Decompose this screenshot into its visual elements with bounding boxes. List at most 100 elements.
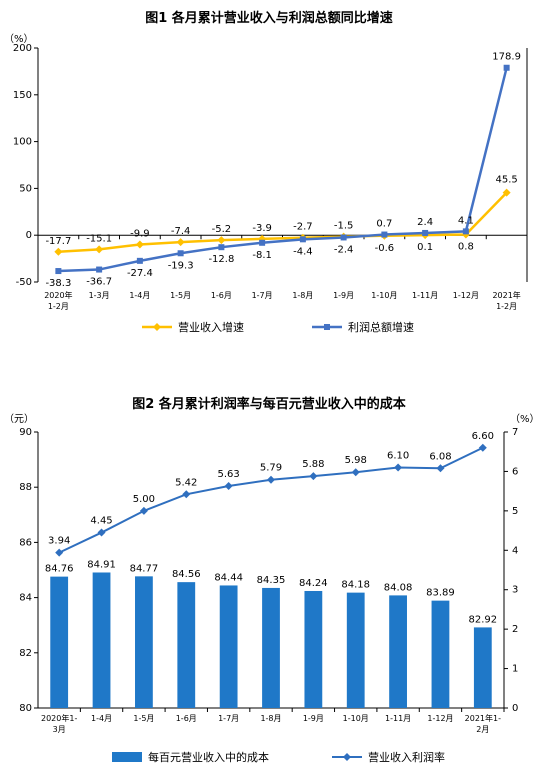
cost-bar — [50, 576, 69, 708]
chart-2-line: 3.94 4.45 5.00 5.42 5.63 5.79 5.88 5.98 6.10 6.08… — [48, 431, 494, 557]
y-tick-label: 150 — [13, 90, 32, 101]
profit-data-label: -2.4 — [334, 244, 354, 255]
margin-data-label: 4.45 — [90, 516, 112, 527]
x-tick-label: 1-5月 — [133, 714, 154, 723]
cost-data-label: 82.92 — [468, 614, 497, 625]
cost-bar — [346, 592, 365, 708]
margin-data-label: 6.08 — [429, 451, 451, 462]
chart-1-title: 图1 各月累计营业收入与利润总额同比增速 — [145, 10, 393, 26]
y-tick-label: 50 — [19, 183, 32, 194]
left-tick-label: 80 — [19, 703, 32, 714]
margin-data-label: 5.63 — [218, 469, 240, 480]
cost-data-label: 84.08 — [384, 582, 413, 593]
margin-data-label: 5.00 — [133, 494, 155, 505]
revenue-point — [176, 238, 185, 247]
chart-1-series: -17.7 -15.1 -9.9 -7.4 -5.2 -3.9 -2.7 -1.5 -0.6 0.… — [45, 52, 521, 289]
profit-data-label: 4.1 — [458, 215, 474, 226]
cost-data-label: 84.35 — [257, 575, 286, 586]
cost-data-label: 84.77 — [130, 563, 159, 574]
profit-point — [177, 250, 184, 257]
series-line-profit — [58, 67, 508, 273]
profit-point — [299, 236, 306, 243]
margin-point — [55, 548, 64, 557]
revenue-data-label: -15.1 — [86, 233, 112, 244]
x-tick-label: 1-11月 — [385, 714, 411, 723]
x-tick-label: 2021年 — [492, 290, 520, 300]
profit-point — [259, 239, 266, 246]
cost-data-label: 83.89 — [426, 588, 455, 599]
x-tick-label: 1-6月 — [176, 714, 197, 723]
profit-point — [381, 231, 388, 238]
margin-data-label: 5.88 — [302, 459, 324, 470]
revenue-data-label: -2.7 — [293, 222, 313, 233]
left-tick-label: 82 — [19, 648, 32, 659]
profit-point — [218, 244, 225, 251]
profit-data-label: -19.3 — [168, 260, 194, 271]
x-tick-label: 1-6月 — [211, 291, 232, 300]
cost-bar — [92, 572, 111, 708]
chart-1: 图1 各月累计营业收入与利润总额同比增速 （%） 200 150 100 50 0 -50… — [4, 10, 528, 334]
profit-data-label: 0.7 — [376, 219, 392, 230]
profit-data-label: 2.4 — [417, 217, 433, 228]
profit-data-label: -4.4 — [293, 246, 313, 257]
revenue-data-label: -1.5 — [334, 221, 354, 232]
right-tick-label: 7 — [512, 427, 518, 438]
profit-point — [422, 229, 429, 236]
profit-data-label: -12.8 — [208, 254, 234, 265]
chart-2-left-axis-label: （元） — [4, 413, 34, 425]
profit-point — [136, 257, 143, 264]
x-tick-label: 1-2月 — [496, 302, 517, 311]
margin-data-label: 3.94 — [48, 536, 70, 547]
revenue-point — [95, 245, 104, 254]
profit-point — [462, 228, 469, 235]
revenue-data-label: -0.6 — [375, 243, 395, 254]
cost-data-label: 84.76 — [45, 564, 74, 575]
profit-data-label: -38.3 — [45, 278, 71, 289]
revenue-data-label: 45.5 — [495, 175, 517, 186]
chart-2-bars: 84.76 84.91 84.77 84.56 84.44 84.35 84.24 84.18… — [45, 559, 497, 708]
x-tick-label: 1-10月 — [371, 291, 397, 300]
chart-2-title: 图2 各月累计利润率与每百元营业收入中的成本 — [132, 396, 406, 412]
left-tick-label: 86 — [19, 537, 32, 548]
profit-data-label: 178.9 — [492, 52, 521, 63]
x-tick-label: 1-12月 — [427, 714, 453, 723]
x-tick-label: 1-12月 — [453, 291, 479, 300]
cost-bar — [177, 582, 196, 708]
y-tick-label: 100 — [13, 137, 32, 148]
profit-data-label: -36.7 — [86, 277, 112, 288]
y-tick-label: 200 — [13, 43, 32, 54]
legend-margin-label: 营业收入利润率 — [368, 750, 445, 764]
right-tick-label: 4 — [512, 545, 518, 556]
profit-point — [340, 234, 347, 241]
cost-bar — [431, 600, 450, 708]
margin-point — [351, 468, 360, 477]
right-tick-label: 5 — [512, 506, 518, 517]
cost-bar — [389, 595, 407, 708]
left-tick-label: 88 — [19, 482, 32, 493]
right-tick-label: 2 — [512, 624, 518, 635]
revenue-point — [135, 240, 144, 249]
chart-2: 图2 各月累计利润率与每百元营业收入中的成本 （元） （%） 90 88 86 84 8… — [4, 396, 538, 764]
profit-data-label: -27.4 — [127, 268, 153, 279]
margin-point — [267, 475, 275, 484]
x-tick-label: 1-4月 — [91, 714, 112, 723]
margin-data-label: 5.79 — [260, 463, 282, 474]
legend-cost-label: 每百元营业收入中的成本 — [148, 750, 269, 764]
x-tick-label: 1-9月 — [303, 714, 324, 723]
cost-bar — [262, 587, 280, 708]
revenue-data-label: -3.9 — [252, 223, 272, 234]
right-tick-label: 0 — [512, 703, 518, 714]
margin-point — [478, 443, 487, 452]
x-tick-label: 1-7月 — [252, 291, 273, 300]
revenue-data-label: -9.9 — [130, 228, 150, 239]
y-tick-label: 0 — [26, 230, 32, 241]
margin-point — [436, 464, 445, 473]
x-tick-label: 2020年 — [44, 290, 72, 300]
margin-data-label: 6.10 — [387, 450, 409, 461]
x-tick-label: 1-9月 — [333, 291, 354, 300]
x-tick-label: 1-4月 — [129, 291, 150, 300]
x-tick-label: 1-7月 — [218, 714, 239, 723]
x-tick-label: 1-3月 — [89, 291, 110, 300]
cost-bar — [304, 590, 323, 708]
revenue-point — [54, 247, 63, 256]
